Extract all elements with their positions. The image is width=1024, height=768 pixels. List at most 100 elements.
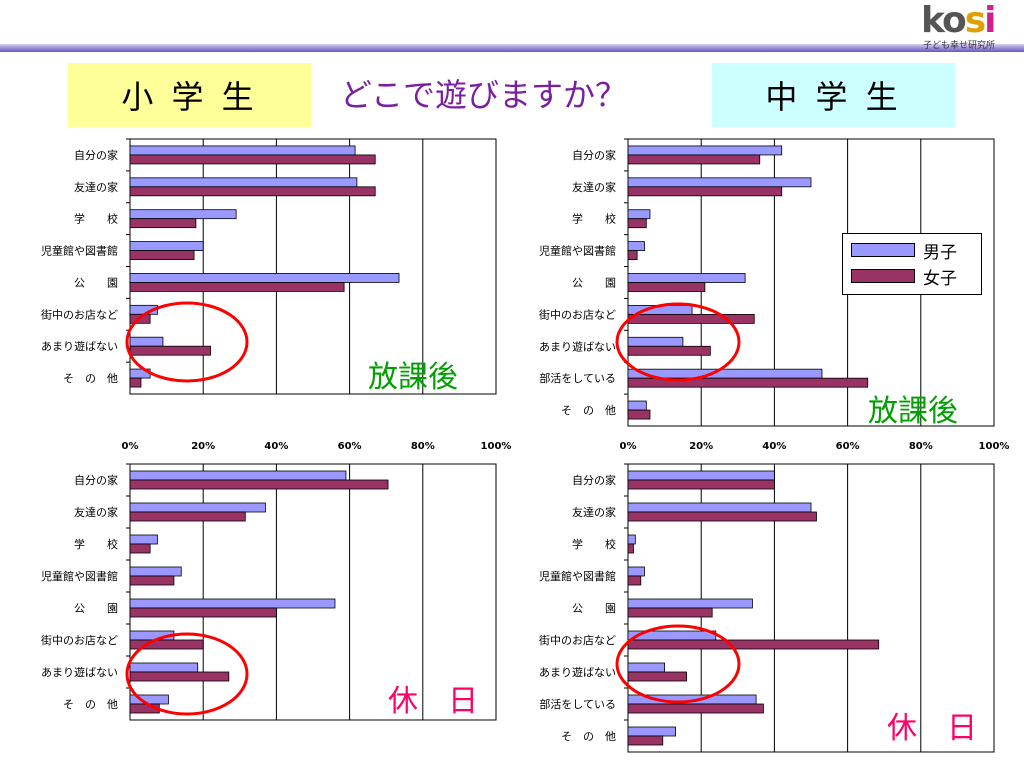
question-title: どこで遊びますか？	[340, 76, 628, 114]
logo-wordmark: kosi	[921, 0, 997, 41]
category-label: 公 園	[572, 602, 616, 615]
category-label: 自分の家	[74, 148, 118, 162]
category-label: 児童館や図書館	[539, 244, 616, 258]
bar-girls	[627, 186, 783, 197]
junior-high-label: 中 学 生	[712, 63, 955, 127]
category-label: 公 園	[74, 276, 118, 289]
category-label: 友達の家	[74, 505, 118, 519]
x-tick-label: 40%	[264, 441, 288, 452]
bar-girls	[627, 607, 713, 618]
bar-girls	[129, 250, 195, 260]
legend-swatch-boys	[851, 243, 915, 257]
legend-item-boys: 男子	[851, 240, 957, 263]
elementary-label: 小 学 生	[68, 63, 311, 127]
x-tick-label: 20%	[689, 441, 713, 452]
caption-elementary-holiday: 休 日	[388, 684, 478, 719]
legend-label-boys: 男子	[923, 242, 957, 263]
bar-boys	[627, 534, 636, 545]
x-tick-label: 100%	[481, 441, 512, 452]
logo-subtitle: 子ども幸せ研究所	[923, 41, 996, 51]
bar-girls	[129, 186, 376, 197]
category-label: そ の 他	[63, 372, 118, 385]
x-tick-label: 0%	[122, 441, 139, 452]
category-label: 友達の家	[572, 180, 616, 194]
bar-girls	[627, 671, 687, 682]
bar-boys	[627, 598, 753, 609]
x-tick-label: 60%	[836, 441, 860, 452]
category-label: そ の 他	[561, 404, 616, 417]
caption-junior-holiday: 休 日	[887, 711, 977, 746]
category-label: 自分の家	[572, 473, 616, 487]
category-label: 学 校	[572, 537, 616, 551]
bar-boys	[627, 566, 645, 577]
legend-swatch-girls	[851, 269, 915, 283]
category-label: 街中のお店など	[41, 307, 118, 321]
category-label: あまり遊ばない	[539, 339, 616, 353]
bar-girls	[129, 575, 175, 586]
category-label: 街中のお店など	[539, 633, 616, 647]
category-label: 自分の家	[74, 473, 118, 487]
bar-boys	[627, 470, 775, 481]
highlight-circle	[615, 624, 741, 704]
category-label: 友達の家	[572, 505, 616, 519]
category-label: あまり遊ばない	[41, 339, 118, 353]
highlight-circle	[615, 302, 741, 382]
x-tick-label: 40%	[762, 441, 786, 452]
x-tick-label: 60%	[338, 441, 362, 452]
category-label: 街中のお店など	[41, 633, 118, 647]
category-label: 学 校	[74, 212, 118, 226]
bar-girls	[627, 345, 711, 356]
x-tick-label: 80%	[411, 441, 435, 452]
bar-girls	[129, 479, 389, 490]
header-band	[0, 44, 1024, 52]
legend-item-girls: 女子	[851, 266, 957, 289]
bar-girls	[129, 607, 277, 618]
highlight-circle	[125, 632, 249, 716]
bar-girls	[627, 735, 664, 746]
bar-girls	[627, 575, 642, 586]
bar-girls	[129, 218, 197, 229]
bar-girls	[129, 511, 246, 522]
x-tick-label: 0%	[620, 441, 637, 452]
category-label: 公 園	[74, 602, 118, 615]
kosi-logo: kosi 子ども幸せ研究所	[919, 0, 1019, 52]
bar-boys	[627, 502, 812, 513]
legend-label-girls: 女子	[923, 268, 957, 289]
x-tick-label: 100%	[979, 441, 1010, 452]
bar-girls	[627, 218, 647, 229]
category-label: そ の 他	[63, 698, 118, 711]
caption-junior-after-school: 放課後	[868, 394, 958, 429]
x-tick-label: 80%	[909, 441, 933, 452]
bar-girls	[627, 409, 651, 420]
bar-girls	[129, 639, 204, 650]
category-label: 学 校	[74, 537, 118, 551]
category-label: 児童館や図書館	[41, 244, 118, 258]
category-label: そ の 他	[561, 730, 616, 743]
bar-girls	[627, 154, 761, 165]
bar-girls	[129, 671, 230, 682]
bar-girls	[129, 543, 151, 554]
bar-girls	[627, 479, 775, 490]
bar-girls	[129, 154, 376, 165]
bar-girls	[627, 282, 706, 292]
legend: 男子 女子	[842, 233, 982, 295]
category-label: 友達の家	[74, 180, 118, 194]
category-label: 部活をしている	[539, 697, 616, 711]
category-label: 街中のお店など	[539, 307, 616, 321]
category-label: 学 校	[572, 212, 616, 226]
bar-boys	[627, 662, 665, 673]
category-label: 児童館や図書館	[41, 569, 118, 583]
bar-girls	[627, 511, 817, 522]
bar-girls	[627, 543, 634, 554]
category-label: あまり遊ばない	[539, 665, 616, 679]
category-label: 部活をしている	[539, 371, 616, 385]
bar-girls	[129, 345, 211, 356]
caption-elementary-after-school: 放課後	[368, 360, 458, 395]
bar-girls	[627, 250, 638, 261]
bar-girls	[129, 377, 142, 388]
bar-girls	[627, 703, 764, 714]
category-label: 児童館や図書館	[539, 569, 616, 583]
category-label: あまり遊ばない	[41, 665, 118, 679]
